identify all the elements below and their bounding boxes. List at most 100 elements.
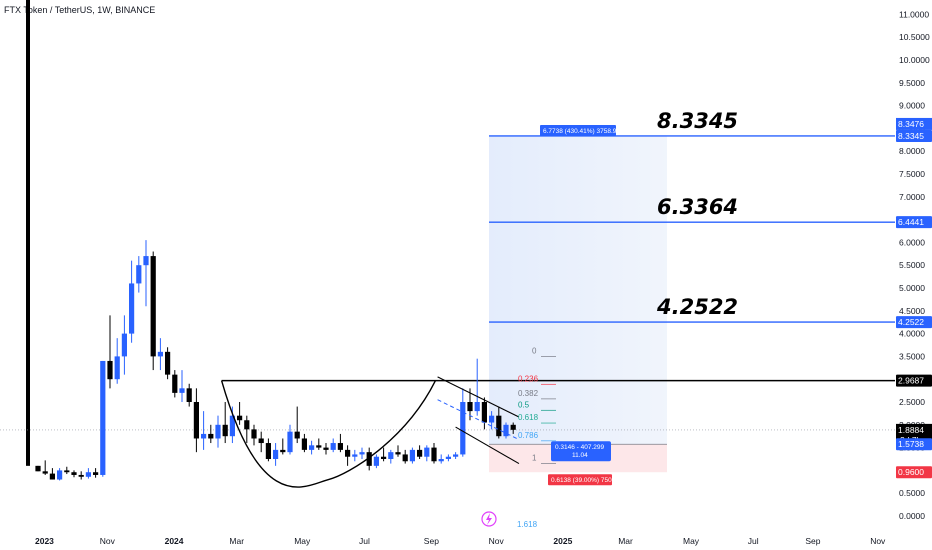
x-tick-3: Mar [229,536,244,546]
tag-resistance-bg [896,374,932,387]
event-bolt-icon-glyph [486,513,492,525]
channel-upper-line [437,376,520,418]
tag-entry-bg [896,438,932,451]
candle-body-43 [345,449,351,457]
candle-body-9 [100,360,106,475]
target-info-text: 6.7738 (430.41%) 3758.96 [543,128,620,135]
y-tick-5: 2.5000 [899,397,925,407]
tag-current-text: 1.8884 [898,425,924,435]
y-tick-9: 4.5000 [899,306,925,316]
x-tick-8: 2025 [553,536,572,546]
tag-extra-text: 8.3476 [898,119,924,129]
x-tick-7: Nov [489,536,505,546]
target-zone [489,135,667,445]
tag-level-2-text: 6.4441 [898,217,924,227]
stop-info-bg [548,474,612,486]
candle-body-2 [49,473,55,480]
chart-title: FTX Token / TetherUS, 1W, BINANCE [4,5,156,15]
candle-body-16 [150,256,156,357]
fib-label-6: 1 [532,454,537,463]
fib-label-2: 0.382 [518,389,539,398]
candle-body-52 [409,449,415,462]
tag-entry-text: 1.5738 [898,439,924,449]
candle-body-44 [352,454,358,457]
dashed-projection-line [437,399,518,439]
candles-layer [35,240,516,481]
candle-body-34 [280,449,286,453]
candle-body-60 [467,402,473,412]
x-tick-9: Mar [618,536,633,546]
y-tick-1: 0.5000 [899,488,925,498]
candle-body-59 [460,402,466,455]
candle-body-22 [193,402,199,439]
candle-body-55 [431,447,437,462]
fib-label-1: 0.236 [518,374,539,383]
target-level-label-2: 6.3364 [657,195,738,219]
tag-level-1-text: 8.3345 [898,131,924,141]
y-tick-22: 11.0000 [899,9,929,19]
y-tick-14: 7.0000 [899,192,925,202]
candle-body-32 [265,443,271,459]
tag-resistance-text: 2.9687 [898,376,924,386]
cup-curve [220,380,437,488]
candle-body-64 [496,415,502,437]
y-tick-20: 10.0000 [899,55,930,65]
candle-body-0 [35,465,41,472]
candle-body-21 [186,388,192,402]
fib-label-5: 0.786 [518,431,539,440]
candle-body-19 [172,374,178,393]
candle-body-45 [359,452,365,455]
candle-body-58 [453,454,459,457]
candle-body-65 [503,424,509,437]
candle-body-46 [366,452,372,466]
candle-body-62 [481,402,487,423]
target-info-bg [540,124,616,136]
candle-body-18 [165,351,171,375]
tag-level-3-bg [896,316,932,329]
drawings-layer [220,356,556,527]
candle-body-23 [201,433,207,439]
position-box-layer [489,124,667,486]
y-tick-16: 8.0000 [899,146,925,156]
x-tick-12: Sep [805,536,820,546]
candle-body-3 [57,470,63,480]
candle-body-27 [229,415,235,437]
tag-level-1-bg [896,129,932,142]
candle-body-1 [42,471,48,474]
candle-body-6 [78,474,84,477]
left-history-bar [26,0,30,466]
tag-stop-bg [896,466,932,479]
candle-body-37 [301,438,307,450]
candle-body-13 [129,283,135,334]
tag-level-3-text: 4.2522 [898,317,924,327]
candle-body-50 [395,452,401,455]
x-tick-11: Jul [748,536,759,546]
candle-body-61 [474,402,480,412]
tag-level-2-bg [896,216,932,229]
candle-body-31 [258,438,264,444]
candle-body-10 [107,360,113,380]
center-info-bg [551,441,611,462]
candle-body-49 [388,452,394,459]
candle-body-54 [424,447,430,457]
candle-body-20 [179,388,185,393]
candle-body-66 [510,424,516,430]
lines-layer [0,135,895,431]
fib-label-4: 0.618 [518,413,539,422]
candle-body-24 [208,433,214,439]
labels-layer: 8.3345 6.3364 4.2522 0 0.236 0.382 0.5 0.618 0.7… [517,109,738,529]
candle-body-40 [323,447,329,450]
target-level-label-3: 4.2522 [656,295,738,319]
y-tick-7: 3.5000 [899,351,925,361]
candle-body-15 [143,256,149,266]
x-tick-2: 2024 [165,536,184,546]
x-tick-0: 2023 [35,536,54,546]
center-info-text-2: 11.04 [572,452,588,459]
candle-body-39 [316,445,322,448]
candle-body-17 [157,351,163,357]
candle-body-12 [121,333,127,357]
x-tick-10: May [683,536,700,546]
target-level-label-1: 8.3345 [657,109,738,133]
x-tick-6: Sep [424,536,439,546]
